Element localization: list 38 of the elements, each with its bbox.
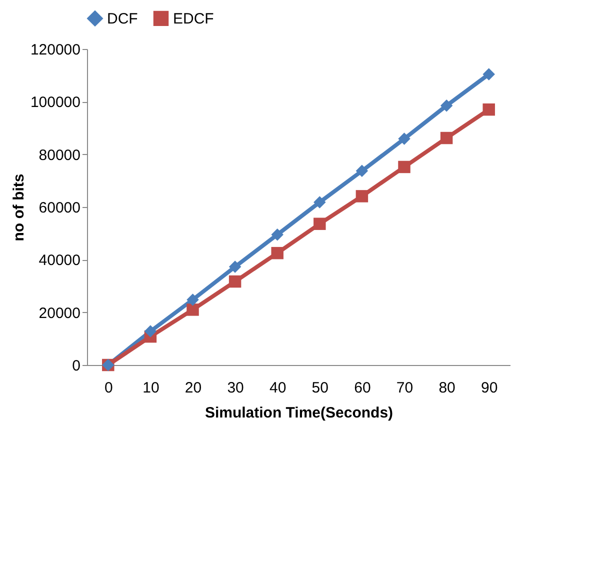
y-axis-title: no of bits	[10, 174, 28, 242]
point	[314, 218, 326, 230]
point	[398, 132, 410, 145]
point	[356, 190, 368, 202]
x-tick-label: 0	[104, 380, 113, 396]
point	[482, 103, 495, 116]
point	[228, 275, 242, 288]
x-tick-label: 70	[396, 380, 414, 396]
point	[186, 304, 199, 316]
y-tick-label: 0	[72, 358, 80, 374]
y-tick-label: 60000	[38, 200, 80, 216]
legend-label: DCF	[107, 10, 138, 28]
point	[356, 164, 368, 178]
x-tick-label: 80	[438, 380, 456, 396]
point	[228, 260, 242, 273]
y-tick-label: 80000	[38, 146, 80, 164]
legend-label: EDCF	[173, 10, 214, 28]
x-tick-label: 60	[354, 380, 371, 396]
x-tick-label: 90	[481, 380, 498, 396]
x-tick-label: 30	[227, 380, 244, 396]
x-tick-label: 40	[270, 380, 286, 396]
y-tick-label: 100000	[30, 94, 80, 112]
x-tick-label: 50	[312, 380, 328, 396]
x-tick-label: 20	[184, 380, 202, 396]
point	[440, 132, 453, 144]
point	[271, 228, 284, 241]
point	[271, 246, 284, 260]
y-tick-label: 40000	[38, 252, 80, 270]
point	[482, 68, 495, 80]
point	[314, 196, 326, 208]
y-tick-label: 20000	[38, 304, 80, 322]
x-tick-label: 10	[142, 380, 160, 396]
point	[398, 160, 410, 174]
point	[440, 99, 453, 112]
point	[186, 294, 199, 306]
x-axis-title: Simulation Time(Seconds)	[204, 404, 394, 422]
point	[144, 325, 157, 338]
y-tick-label: 120000	[30, 42, 80, 58]
